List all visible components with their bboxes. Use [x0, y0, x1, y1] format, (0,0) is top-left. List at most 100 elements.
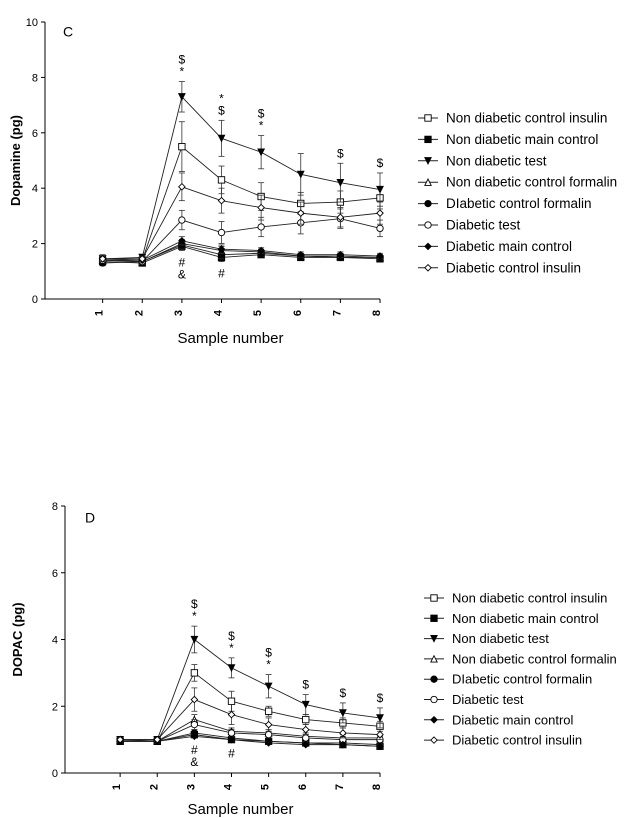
data-point — [336, 250, 345, 259]
data-point — [190, 732, 199, 741]
data-point — [177, 93, 186, 101]
legend-marker — [424, 157, 432, 166]
x-tick-label: 5 — [260, 784, 272, 790]
significance-mark: # — [228, 746, 235, 760]
significance-mark: $ — [302, 678, 309, 692]
data-point — [302, 715, 310, 724]
data-point — [217, 176, 226, 184]
y-tick-label: 4 — [52, 635, 58, 647]
data-point — [376, 730, 384, 739]
significance-mark: $ — [228, 629, 235, 643]
x-tick-label: 5 — [252, 310, 264, 316]
significance-mark: # — [218, 267, 225, 281]
data-point — [301, 700, 310, 709]
x-tick-label: 6 — [297, 784, 309, 790]
x-tick-label: 1 — [94, 310, 106, 316]
series-line — [120, 719, 380, 742]
data-point — [336, 213, 345, 222]
significance-mark: $ — [218, 103, 225, 117]
x-tick-label: 4 — [223, 783, 235, 790]
y-tick-label: 2 — [52, 701, 58, 713]
x-tick-label: 4 — [213, 309, 225, 316]
data-point — [338, 709, 347, 718]
x-tick-label: 1 — [111, 784, 123, 790]
data-point — [296, 250, 305, 259]
data-point — [301, 725, 310, 734]
data-point — [376, 714, 384, 723]
data-point — [190, 695, 199, 704]
data-point — [302, 734, 310, 742]
legend-label: Non diabetic test — [452, 631, 549, 646]
legend-marker — [424, 135, 432, 144]
y-tick-label: 10 — [26, 17, 38, 29]
series-2 — [98, 81, 384, 264]
data-point — [257, 246, 265, 255]
data-point — [178, 182, 186, 191]
series-line — [102, 244, 380, 264]
chart-panel-d: 0 2 4 6 8 1 2 3 4 5 6 7 8 D DOPAC (pg) Sample number Non… — [10, 501, 617, 818]
significance-mark: * — [229, 641, 234, 655]
y-axis-label: DOPAC (pg) — [10, 602, 25, 676]
y-tick-label: 8 — [52, 501, 58, 513]
data-point — [217, 245, 226, 253]
legend-label: Diabetic control insulin — [446, 260, 581, 275]
data-point — [264, 730, 273, 739]
series-line — [102, 218, 381, 263]
data-point — [257, 203, 265, 212]
series-line — [102, 95, 381, 260]
legend-label: Non diabetic main control — [452, 611, 599, 626]
x-axis-label: Sample number — [188, 801, 294, 818]
series-line — [120, 735, 381, 747]
x-tick-label: 2 — [148, 784, 160, 790]
legend-label: Non diabetic control formalin — [446, 175, 617, 190]
data-point — [296, 209, 305, 217]
significance-mark: $ — [340, 686, 347, 700]
significance-mark: & — [178, 268, 186, 282]
y-tick-label: 6 — [32, 128, 38, 140]
legend-label: Diabetic main control — [446, 239, 572, 254]
series-line — [120, 699, 381, 741]
panel-label: D — [85, 509, 95, 525]
series-7 — [116, 687, 384, 744]
x-tick-label: 2 — [133, 310, 145, 316]
data-point — [178, 142, 186, 151]
y-tick-label: 0 — [32, 294, 38, 306]
x-axis-label: Sample number — [178, 330, 284, 347]
data-point — [264, 682, 273, 691]
series-line — [102, 240, 381, 261]
data-point — [339, 729, 347, 737]
legend-label: Non diabetic main control — [446, 132, 598, 147]
significance-mark: & — [190, 755, 198, 769]
data-point — [339, 740, 347, 749]
series-7 — [98, 172, 384, 263]
legend-marker — [430, 594, 438, 602]
data-point — [264, 707, 273, 715]
legend-label: Non diabetic control formalin — [452, 651, 617, 666]
legend-marker — [424, 242, 432, 251]
series-line — [120, 724, 380, 742]
significance-mark: $ — [179, 53, 186, 67]
data-point — [227, 710, 236, 719]
x-tick-label: 6 — [292, 310, 304, 316]
legend-marker — [430, 695, 438, 704]
significance-mark: # — [179, 256, 186, 270]
significance-mark: * — [259, 119, 264, 133]
series-line — [120, 732, 381, 746]
legend-marker — [430, 715, 438, 724]
legend-label: Non diabetic control insulin — [446, 111, 607, 126]
legend-marker — [430, 614, 438, 622]
panel-label: C — [63, 23, 73, 39]
data-point — [264, 720, 273, 729]
data-point — [217, 196, 226, 205]
significance-mark: * — [180, 65, 185, 79]
legend-label: DIabetic control formalin — [446, 196, 592, 211]
significance-mark: * — [219, 91, 224, 105]
data-point — [257, 223, 265, 231]
significance-mark: * — [192, 609, 197, 623]
legend-marker — [430, 654, 438, 663]
x-tick-label: 8 — [371, 310, 383, 316]
data-point — [336, 179, 345, 187]
data-point — [376, 185, 384, 194]
legend-marker — [430, 675, 438, 683]
